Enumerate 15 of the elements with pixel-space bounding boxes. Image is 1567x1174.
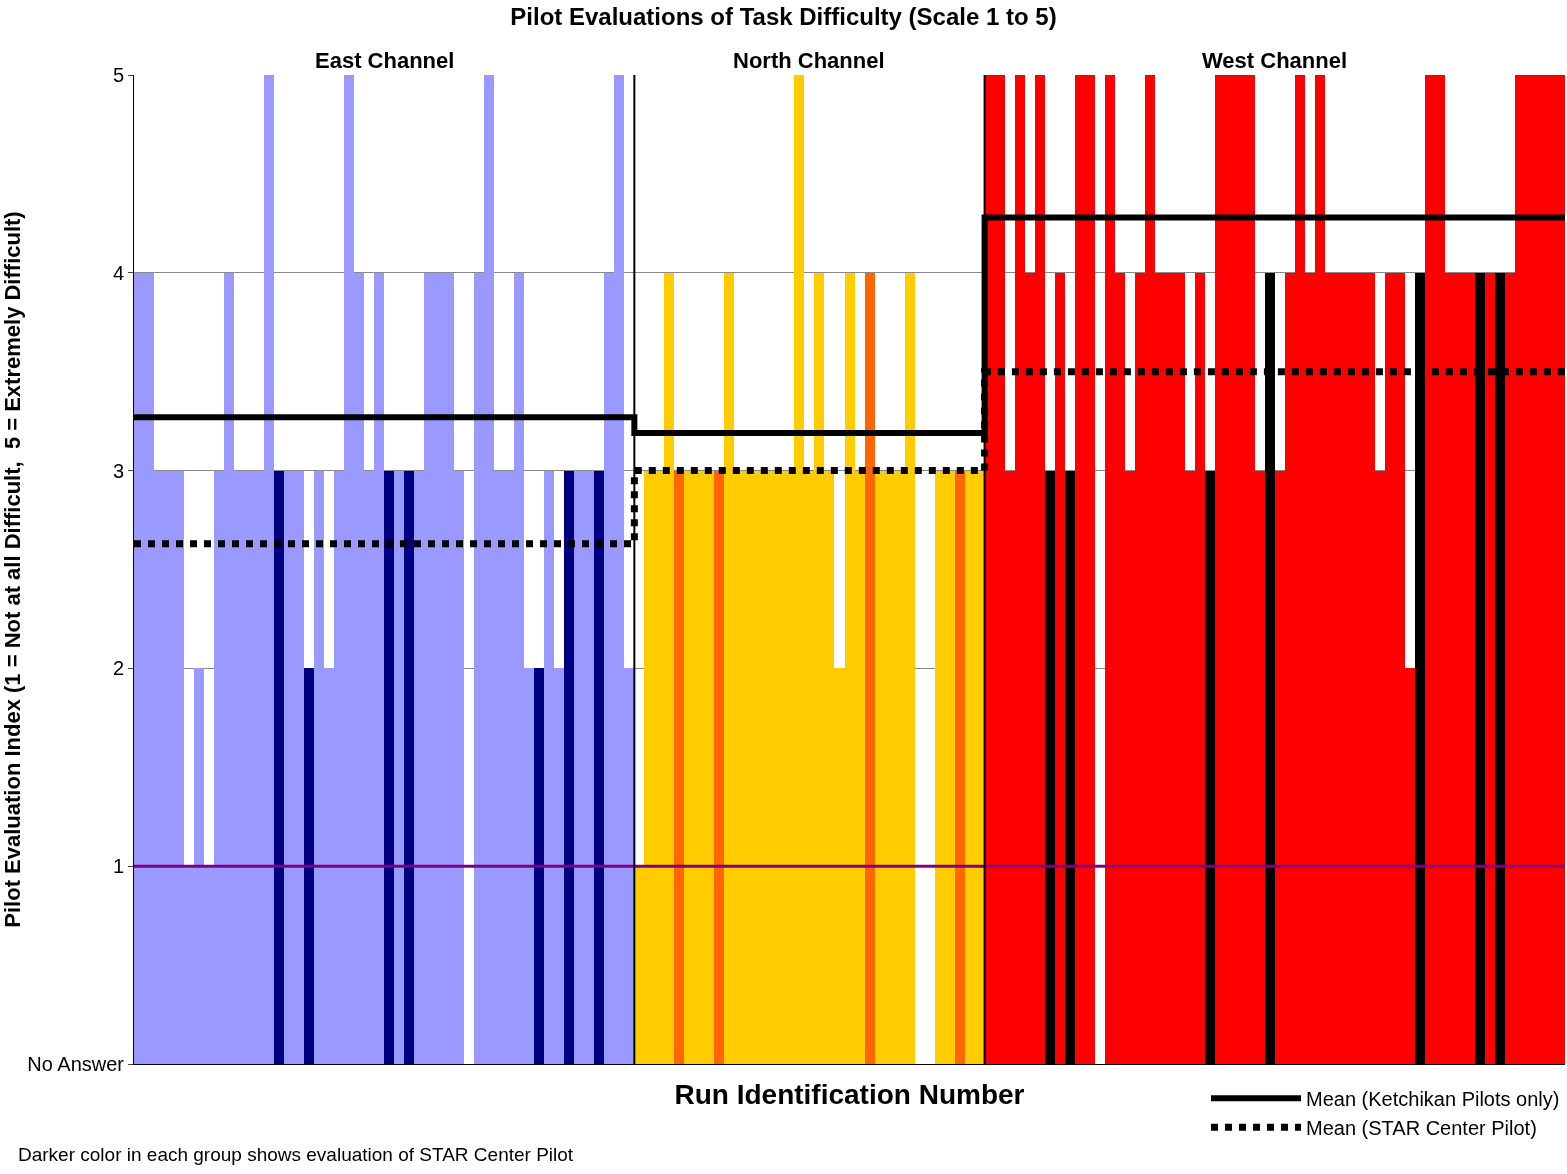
y-axis-title: Pilot Evaluation Index (1 = Not at all Difficult, 5 = Extremely Difficult) <box>0 211 25 928</box>
text: Darker color in each group shows evaluation of STAR Center Pilot <box>18 1144 574 1165</box>
legend-label: Mean (Ketchikan Pilots only) <box>1306 1088 1560 1111</box>
y-tick-label: 5 <box>112 64 124 86</box>
y-tick-label: 4 <box>112 261 124 284</box>
text: North Channel <box>733 48 885 73</box>
chart-title: Pilot Evaluations of Task Difficulty (Scale 1 to 5) <box>510 2 1057 30</box>
legend-label: Mean (STAR Center Pilot) <box>1306 1117 1537 1140</box>
y-tick-label: 2 <box>112 657 124 680</box>
x-axis-title: Run Identification Number <box>674 1079 1025 1111</box>
text: West Channel <box>1202 48 1348 73</box>
y-tick-label: 1 <box>112 855 124 878</box>
y-tick-label: 3 <box>112 459 124 482</box>
text: East Channel <box>315 48 455 73</box>
y-tick-label: No Answer <box>27 1053 125 1075</box>
